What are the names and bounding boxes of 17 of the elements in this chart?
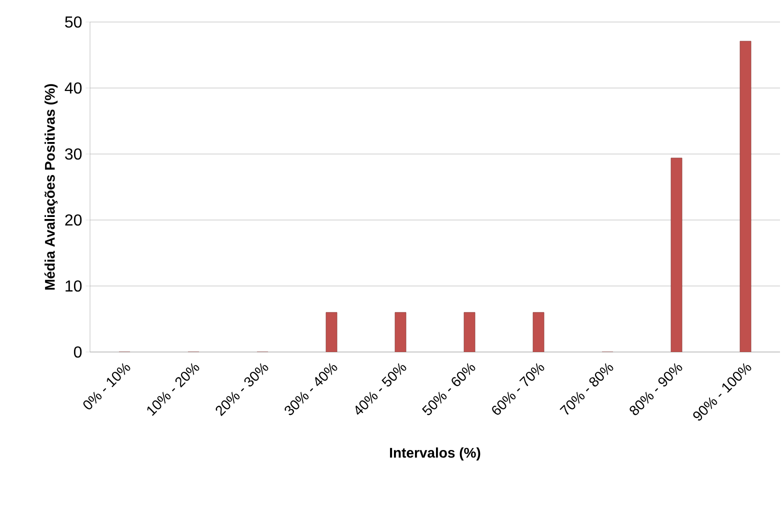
y-axis-title: Média Avaliações Positivas (%): [44, 84, 58, 290]
y-tick-label: 40: [64, 82, 82, 94]
x-axis-title: Intervalos (%): [390, 447, 480, 460]
x-tick-label: 70% - 80%: [560, 363, 614, 415]
bar: [532, 312, 544, 352]
bar: [670, 158, 682, 352]
y-tick-label: 0: [74, 346, 82, 358]
x-tick-label: 60% - 70%: [492, 363, 544, 415]
bar: [740, 40, 752, 352]
x-tick-label: 40% - 50%: [356, 363, 406, 415]
y-tick-label: 30: [65, 148, 82, 160]
y-tick-label: 20: [65, 214, 82, 226]
bar: [464, 312, 476, 352]
y-tick-label: 50: [65, 16, 82, 28]
bar: [326, 312, 338, 352]
y-tick-label: 10: [66, 280, 82, 292]
bar: [394, 312, 406, 352]
